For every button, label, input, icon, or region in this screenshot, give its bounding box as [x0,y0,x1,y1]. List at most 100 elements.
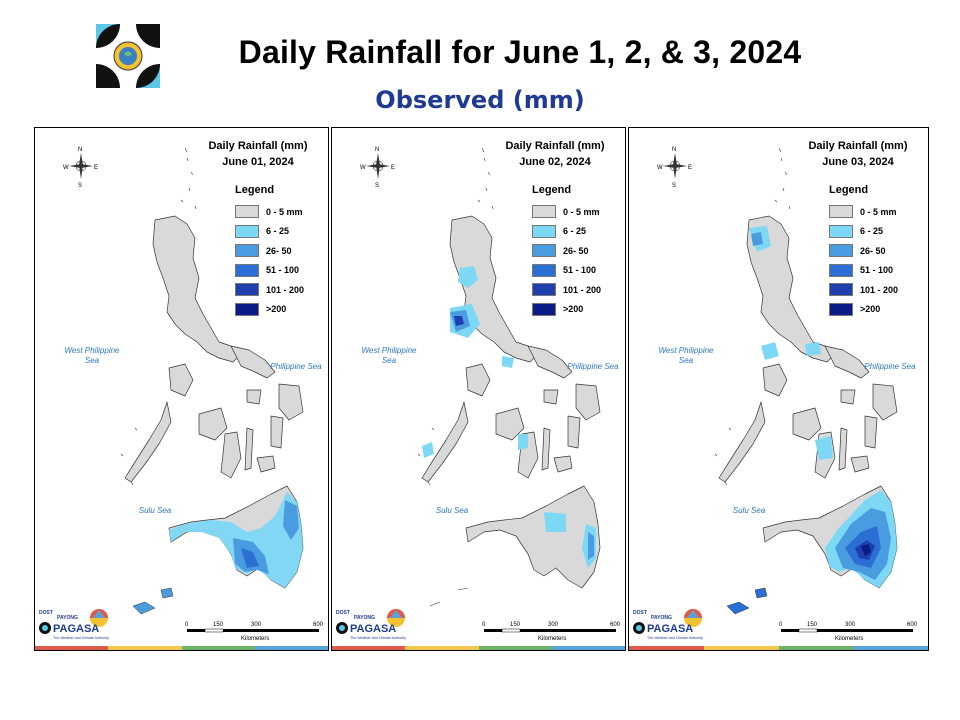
svg-text:Kilometers: Kilometers [835,636,863,642]
mindoro-island [168,363,194,397]
svg-text:DOST: DOST [336,610,350,616]
legend-item: >200 [829,300,919,320]
panay-island [198,407,228,441]
sea-label-sulu: Sulu Sea [435,506,469,515]
svg-text:The Weather and Climate Author: The Weather and Climate Authority [53,636,109,640]
pagasa-brand-logo-icon: DOST PAYONG PAGASA The Weather and Clima… [633,609,703,640]
sea-label-west: West Philippine Sea [361,346,417,365]
legend-item: 101 - 200 [235,280,325,300]
legend-item: 0 - 5 mm [532,202,622,222]
rain-26-50-zone [588,532,594,560]
page-title: Daily Rainfall for June 1, 2, & 3, 2024 [238,34,802,70]
sea-label-sulu: Sulu Sea [732,506,766,515]
panel-title: Daily Rainfall (mm) June 03, 2024 [808,140,908,168]
philippines-rainfall-map [120,147,304,615]
svg-text:PAGASA: PAGASA [350,623,396,635]
map-panel-june-01: N S W E Daily Rainfall (mm) June 01, 202… [34,127,329,651]
svg-text:PAGASA: PAGASA [647,623,693,635]
philippines-rainfall-map [714,147,898,615]
mindoro-island [465,363,491,397]
color-stripe [332,646,625,650]
legend-item: 101 - 200 [532,280,622,300]
rain-26-50-zone [751,232,763,246]
rain-6-25-zone [422,442,434,458]
svg-text:PAYONG: PAYONG [651,615,672,621]
svg-text:300: 300 [251,622,262,628]
masbate-island [543,389,559,405]
svg-text:PAYONG: PAYONG [354,615,375,621]
color-stripe [35,646,328,650]
legend-item: 6 - 25 [532,222,622,242]
rain-6-25-zone [518,434,528,450]
svg-text:300: 300 [548,622,559,628]
cebu-island [838,427,848,471]
svg-text:S: S [78,183,82,188]
rain-6-25-zone [458,266,478,288]
svg-text:N: N [78,147,82,153]
palawan-island [421,401,469,483]
svg-text:W: W [360,165,366,171]
bohol-island [850,455,870,473]
scale-bar: 0 150 300 600 Kilometers [779,622,918,642]
rain-6-25-zone [761,342,821,360]
pagasa-brand-logo-icon: DOST PAYONG PAGASA The Weather and Clima… [336,609,406,640]
sea-label-west: West Philippine Sea [658,346,714,365]
legend-item: 0 - 5 mm [235,202,325,222]
palawan-island [124,401,172,483]
bicol-peninsula [824,345,870,379]
rain-over-200-zone [861,544,871,556]
svg-text:E: E [688,165,692,171]
svg-text:PAGASA: PAGASA [53,623,99,635]
panay-island [792,407,822,441]
svg-text:600: 600 [313,622,324,628]
map-legend: Legend 0 - 5 mm 6 - 25 26- 50 51 - 100 1… [829,184,919,319]
bicol-peninsula [230,345,276,379]
map-legend: Legend 0 - 5 mm 6 - 25 26- 50 51 - 100 1… [532,184,622,319]
legend-item: 26- 50 [532,241,622,261]
sea-label-philippine: Philippine Sea [270,362,322,371]
mindanao-island [465,485,601,589]
svg-text:DOST: DOST [39,610,53,616]
svg-text:150: 150 [213,622,224,628]
map-panel-june-03: N S W E Daily Rainfall (mm) June 03, 202… [628,127,929,651]
svg-text:S: S [375,183,379,188]
legend-item: 26- 50 [829,241,919,261]
legend-item: >200 [532,300,622,320]
masbate-island [840,389,856,405]
cebu-island [244,427,254,471]
svg-text:PAYONG: PAYONG [57,615,78,621]
svg-text:W: W [63,165,69,171]
sulu-archipelago [726,587,768,615]
svg-text:N: N [672,147,676,153]
luzon-region [449,215,539,363]
rain-26-50-east [283,500,299,540]
legend-item: 101 - 200 [829,280,919,300]
svg-text:150: 150 [807,622,818,628]
negros-island [220,431,242,479]
rain-101-200-zone [454,316,464,326]
svg-text:E: E [94,165,98,171]
compass-rose-icon: N S W E [360,144,396,189]
leyte-island [270,415,284,449]
scale-bar: 0 150 300 600 Kilometers [185,622,324,642]
svg-text:N: N [375,147,379,153]
svg-text:S: S [672,183,676,188]
svg-text:0: 0 [779,622,783,628]
legend-item: 51 - 100 [829,261,919,281]
svg-text:0: 0 [185,622,189,628]
sea-label-philippine: Philippine Sea [567,362,619,371]
map-panel-june-02: N S W E Daily Rainfall (mm) June 02, 202… [331,127,626,651]
sea-label-sulu: Sulu Sea [138,506,172,515]
sulu-archipelago [132,587,174,615]
pagasa-brand-logo-icon: DOST PAYONG PAGASA The Weather and Clima… [39,609,109,640]
svg-text:W: W [657,165,663,171]
rain-51-100-zone [241,548,259,568]
legend-item: >200 [235,300,325,320]
bicol-peninsula [527,345,573,379]
map-legend: Legend 0 - 5 mm 6 - 25 26- 50 51 - 100 1… [235,184,325,319]
page-subtitle: Observed (mm) [375,86,585,114]
samar-island [872,383,898,421]
svg-text:150: 150 [510,622,521,628]
panel-title: Daily Rainfall (mm) June 02, 2024 [505,140,605,168]
compass-rose-icon: N S W E [657,144,693,189]
